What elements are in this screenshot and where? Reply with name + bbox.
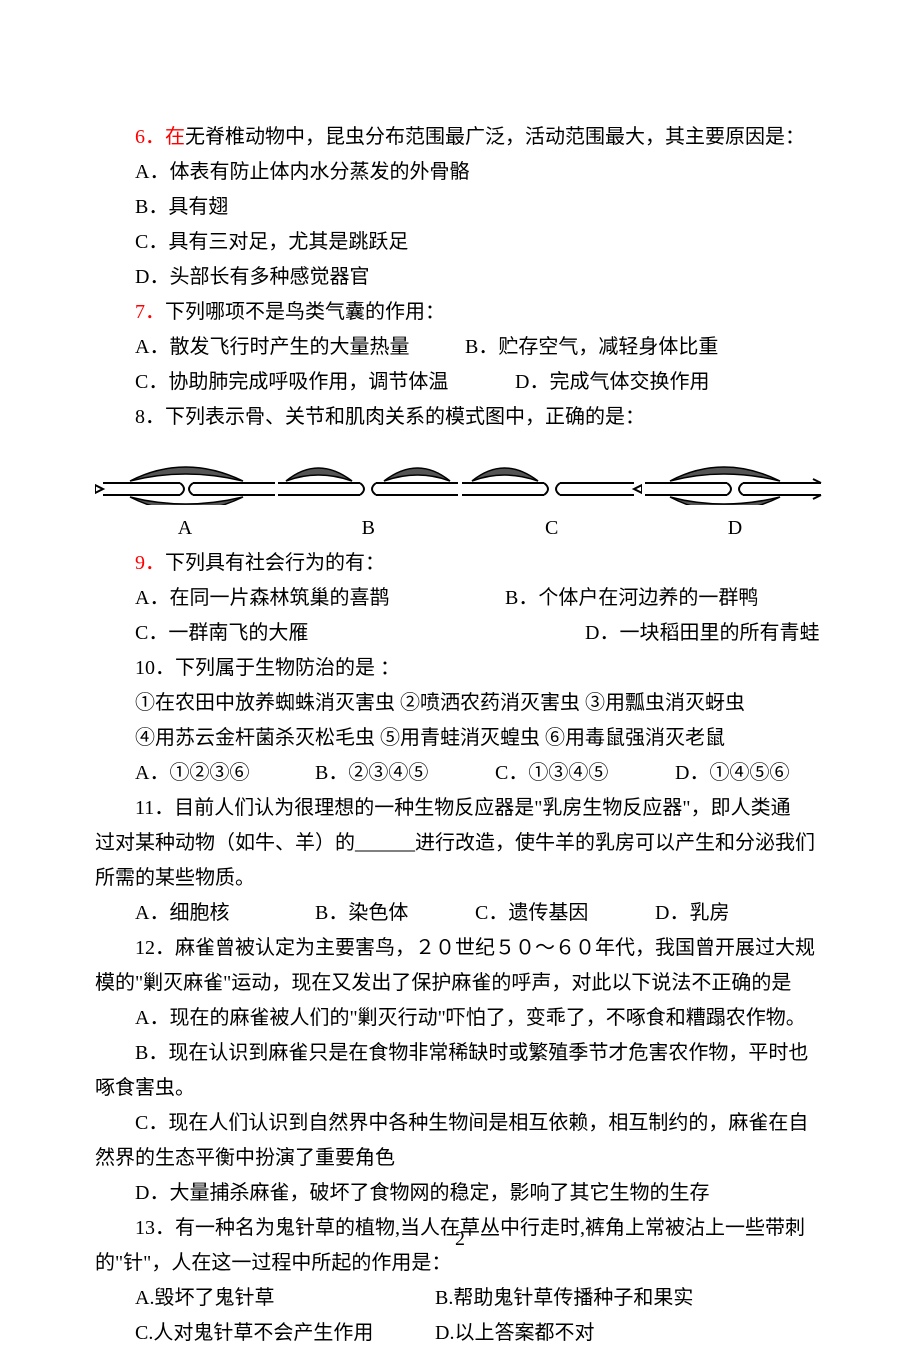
page-number: 2 <box>0 1222 920 1257</box>
q10-options: A．①②③⑥ B．②③④⑤ C．①③④⑤ D．①④⑤⑥ <box>95 756 825 791</box>
q10-option-b: B．②③④⑤ <box>315 756 495 791</box>
q6-option-c: C．具有三对足，尤其是跳跃足 <box>95 225 825 260</box>
q11-stem-l3: 所需的某些物质。 <box>95 861 825 896</box>
q11-stem-l1: 11．目前人们认为很理想的一种生物反应器是"乳房生物反应器"，即人类通 <box>95 791 825 826</box>
q13-row2: C.人对鬼针草不会产生作用 D.以上答案都不对 <box>95 1316 825 1351</box>
q9-stem-text: 下列具有社会行为的有： <box>165 552 385 574</box>
q9-row1: A．在同一片森林筑巢的喜鹊 B．个体户在河边养的一群鸭 <box>95 581 825 616</box>
q6-option-b: B．具有翅 <box>95 190 825 225</box>
q8-label-a: A <box>95 511 275 546</box>
q13-option-a: A.毁坏了鬼针草 <box>135 1281 435 1316</box>
q7-stem: 7．下列哪项不是鸟类气囊的作用： <box>95 295 825 330</box>
q8-label-d: D <box>645 511 825 546</box>
q12-option-c-l1: C．现在人们认识到自然界中各种生物间是相互依赖，相互制约的，麻雀在自 <box>95 1106 825 1141</box>
q7-option-c: C．协助肺完成呼吸作用，调节体温 <box>135 365 515 400</box>
q7-row1: A．散发飞行时产生的大量热量 B．贮存空气，减轻身体比重 <box>95 330 825 365</box>
page-container: 6．在无脊椎动物中，昆虫分布范围最广泛，活动范围最大，其主要原因是： A．体表有… <box>0 0 920 1307</box>
q6-option-d: D．头部长有多种感觉器官 <box>95 260 825 295</box>
q8-stem: 8．下列表示骨、关节和肌肉关系的模式图中，正确的是： <box>95 400 825 435</box>
q6-stem-red: 6．在 <box>135 126 185 148</box>
q8-diagram-a: A <box>95 449 275 546</box>
q10-option-a: A．①②③⑥ <box>135 756 315 791</box>
q12-option-a: A．现在的麻雀被人们的"剿灭行动"吓怕了，变乖了，不啄食和糟蹋农作物。 <box>95 1001 825 1036</box>
q9-row2: C．一群南飞的大雁 D．一块稻田里的所有青蛙 <box>95 616 825 651</box>
q11-option-a: A．细胞核 <box>135 896 315 931</box>
q11-option-d: D．乳房 <box>655 896 729 931</box>
q12-stem-l1: 12．麻雀曾被认定为主要害鸟，２０世纪５０～６０年代，我国曾开展过大规 <box>95 931 825 966</box>
q12-option-c-l2: 然界的生态平衡中扮演了重要角色 <box>95 1141 825 1176</box>
q12-option-d: D．大量捕杀麻雀，破坏了食物网的稳定，影响了其它生物的生存 <box>95 1176 825 1211</box>
q12-stem-l2: 模的"剿灭麻雀"运动，现在又发出了保护麻雀的呼声，对此以下说法不正确的是 <box>95 966 825 1001</box>
q9-option-b: B．个体户在河边养的一群鸭 <box>505 581 758 616</box>
q10-items-1: ①在农田中放养蜘蛛消灭害虫 ②喷洒农药消灭害虫 ③用瓢虫消灭蚜虫 <box>95 686 825 721</box>
q13-option-c: C.人对鬼针草不会产生作用 <box>135 1316 435 1351</box>
q7-option-a: A．散发飞行时产生的大量热量 <box>135 330 465 365</box>
q11-stem-l2: 过对某种动物（如牛、羊）的______进行改造，使牛羊的乳房可以产生和分泌我们 <box>95 826 825 861</box>
q7-stem-text: 下列哪项不是鸟类气囊的作用： <box>165 301 445 323</box>
q11-option-b: B．染色体 <box>315 896 475 931</box>
q9-stem: 9．下列具有社会行为的有： <box>95 546 825 581</box>
q9-option-a: A．在同一片森林筑巢的喜鹊 <box>135 581 505 616</box>
q8-label-c: C <box>462 511 642 546</box>
q8-label-b: B <box>278 511 458 546</box>
q12-option-b-l2: 啄食害虫。 <box>95 1071 825 1106</box>
q6-stem-rest: 无脊椎动物中，昆虫分布范围最广泛，活动范围最大，其主要原因是： <box>185 126 805 148</box>
q6-option-a: A．体表有防止体内水分蒸发的外骨骼 <box>95 155 825 190</box>
q9-num: 9． <box>135 552 165 574</box>
q8-diagram-b: B <box>278 449 458 546</box>
q6-stem: 6．在无脊椎动物中，昆虫分布范围最广泛，活动范围最大，其主要原因是： <box>95 120 825 155</box>
q8-diagram-c: C <box>462 449 642 546</box>
q13-option-b: B.帮助鬼针草传播种子和果实 <box>435 1281 693 1316</box>
q7-num: 7． <box>135 301 165 323</box>
q11-option-c: C．遗传基因 <box>475 896 655 931</box>
q8-diagrams: A B <box>95 449 825 546</box>
q10-items-2: ④用苏云金杆菌杀灭松毛虫 ⑤用青蛙消灭蝗虫 ⑥用毒鼠强消灭老鼠 <box>95 721 825 756</box>
q9-option-d: D．一块稻田里的所有青蛙 <box>585 616 819 651</box>
q7-row2: C．协助肺完成呼吸作用，调节体温 D．完成气体交换作用 <box>95 365 825 400</box>
q11-options: A．细胞核 B．染色体 C．遗传基因 D．乳房 <box>95 896 825 931</box>
q8-diagram-d: D <box>645 449 825 546</box>
q10-stem: 10．下列属于生物防治的是 ： <box>95 651 825 686</box>
q13-option-d: D.以上答案都不对 <box>435 1316 594 1351</box>
q7-option-d: D．完成气体交换作用 <box>515 365 709 400</box>
q7-option-b: B．贮存空气，减轻身体比重 <box>465 330 718 365</box>
q13-row1: A.毁坏了鬼针草 B.帮助鬼针草传播种子和果实 <box>95 1281 825 1316</box>
q12-option-b-l1: B．现在认识到麻雀只是在食物非常稀缺时或繁殖季节才危害农作物，平时也 <box>95 1036 825 1071</box>
q10-option-c: C．①③④⑤ <box>495 756 675 791</box>
q9-option-c: C．一群南飞的大雁 <box>135 616 585 651</box>
q10-option-d: D．①④⑤⑥ <box>675 756 789 791</box>
